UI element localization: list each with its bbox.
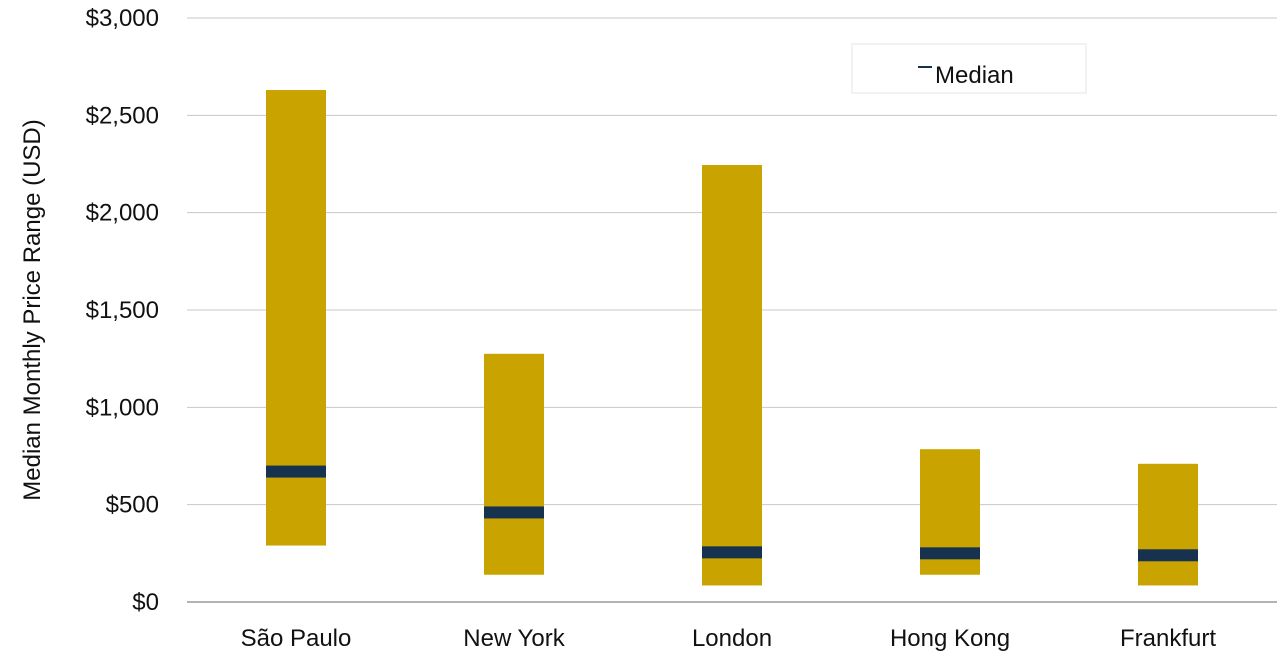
legend-median-swatch	[918, 66, 932, 68]
median-marker	[702, 546, 762, 559]
range-bar	[702, 164, 762, 586]
legend: Median	[851, 43, 1087, 94]
y-tick-label: $2,000	[86, 200, 159, 227]
legend-median-label: Median	[935, 62, 1014, 89]
range-bar	[1138, 463, 1198, 586]
median-marker	[1138, 549, 1198, 562]
x-tick-label: New York	[463, 625, 565, 652]
y-tick-label: $3,000	[86, 5, 159, 32]
x-tick-labels: São Paulo New York London Hong Kong Frankfur…	[241, 625, 1217, 652]
y-tick-label: $1,000	[86, 394, 159, 421]
x-tick-label: London	[692, 625, 772, 652]
x-tick-label: Frankfurt	[1120, 625, 1216, 652]
x-tick-label: São Paulo	[241, 625, 352, 652]
y-tick-label: $1,500	[86, 297, 159, 324]
median-marker	[484, 506, 544, 519]
y-tick-label: $2,500	[86, 102, 159, 129]
y-axis-title: Median Monthly Price Range (USD)	[19, 119, 46, 500]
legend-box	[851, 43, 1087, 94]
median-marker	[920, 547, 980, 560]
y-tick-label: $500	[106, 492, 159, 519]
range-bars	[266, 90, 1198, 586]
y-tick-label: $0	[132, 589, 159, 616]
x-tick-label: Hong Kong	[890, 625, 1010, 652]
y-tick-labels: $0 $500 $1,000 $1,500 $2,000 $2,500 $3,000	[86, 5, 159, 616]
median-marker	[266, 465, 326, 478]
median-markers	[266, 465, 1198, 562]
range-bar	[484, 353, 544, 575]
